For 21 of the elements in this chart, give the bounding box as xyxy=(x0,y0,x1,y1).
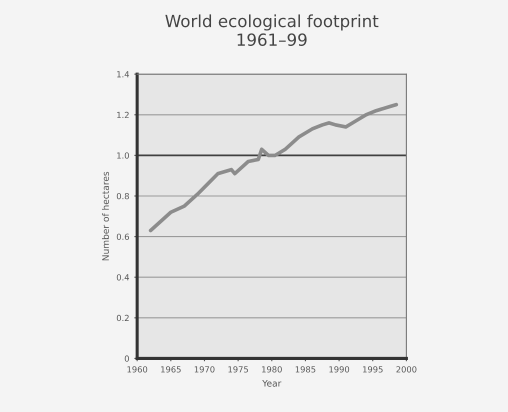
y-tick-label: 0 xyxy=(124,355,129,362)
chart-title: World ecological footprint 1961–99 xyxy=(165,14,378,46)
x-tick-label: 1965 xyxy=(161,366,181,373)
x-tick-label: 1975 xyxy=(228,366,248,373)
x-tick-label: 1960 xyxy=(127,366,148,373)
y-tick-label: 1.0 xyxy=(117,152,129,159)
y-axis-title: Number of hectares xyxy=(102,172,109,260)
y-tick-label: 1.4 xyxy=(117,71,130,78)
x-axis-title: Year xyxy=(262,380,282,387)
y-tick-label: 1.2 xyxy=(117,112,129,118)
x-tick-label: 1970 xyxy=(194,366,215,373)
y-tick-label: 0.2 xyxy=(116,314,129,322)
x-tick-label: 1985 xyxy=(296,366,316,373)
y-tick-label: 0.6 xyxy=(116,234,129,240)
x-tick-label: 1980 xyxy=(262,366,282,373)
y-tick-label: 0.4 xyxy=(116,274,130,280)
x-tick-label: 1990 xyxy=(329,366,350,373)
y-tick-label: 0.8 xyxy=(116,192,129,200)
line-series xyxy=(148,102,398,232)
x-tick-label: 1995 xyxy=(363,366,383,373)
x-tick-label: 2000 xyxy=(396,366,416,373)
